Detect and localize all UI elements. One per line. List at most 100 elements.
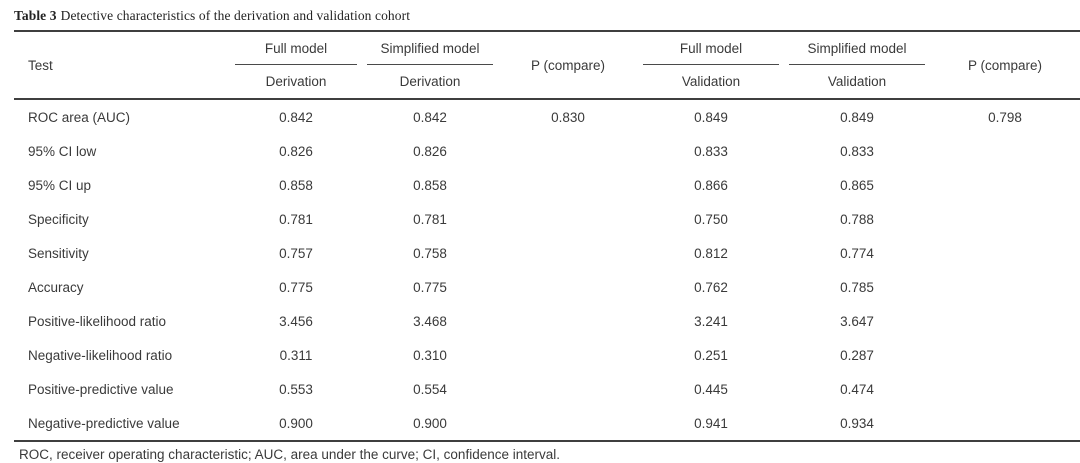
table-row-accuracy: Accuracy 0.775 0.775 0.762 0.785 <box>14 270 1080 304</box>
cell-value <box>930 338 1080 372</box>
cell-value: 0.251 <box>694 347 728 363</box>
cell-value: 0.798 <box>988 109 1022 125</box>
table-row-roc-area: ROC area (AUC) 0.842 0.842 0.830 0.849 0… <box>14 99 1080 134</box>
cell-value: 0.842 <box>279 109 313 125</box>
row-label: 95% CI low <box>28 143 97 159</box>
cell-value: 0.445 <box>694 381 728 397</box>
cell-value: 0.934 <box>784 406 930 442</box>
cell-value <box>930 236 1080 270</box>
cell-value <box>930 372 1080 406</box>
cell-value: 0.750 <box>694 211 728 227</box>
subheader-validation: Validation <box>784 65 930 100</box>
cell-value <box>930 168 1080 202</box>
group-label: Simplified model <box>367 36 493 65</box>
column-group-simplified-model-validation: Simplified model <box>784 31 930 65</box>
header-sub-row: Derivation Derivation Validation Validat… <box>14 65 1080 100</box>
cell-value <box>498 372 638 406</box>
row-label: Specificity <box>28 211 89 227</box>
table-row-positive-likelihood-ratio: Positive-likelihood ratio 3.456 3.468 3.… <box>14 304 1080 338</box>
cell-value: 0.833 <box>694 143 728 159</box>
table-row-ci-up: 95% CI up 0.858 0.858 0.866 0.865 <box>14 168 1080 202</box>
column-header-test: Test <box>14 31 230 100</box>
cell-value: 0.311 <box>279 347 313 363</box>
column-header-p-compare-validation: P (compare) <box>930 31 1080 100</box>
column-header-p-compare-derivation: P (compare) <box>498 31 638 100</box>
cell-value <box>498 270 638 304</box>
row-label: Positive-likelihood ratio <box>28 313 167 329</box>
cell-value: 0.849 <box>840 109 874 125</box>
cell-value: 0.553 <box>279 381 313 397</box>
column-group-full-model-derivation: Full model <box>230 31 362 65</box>
group-label: Simplified model <box>789 36 925 65</box>
detective-characteristics-table: Test Full model Simplified model P (comp… <box>14 30 1080 442</box>
cell-value: 0.781 <box>279 211 313 227</box>
cell-value: 0.474 <box>840 381 874 397</box>
header-group-row: Test Full model Simplified model P (comp… <box>14 31 1080 100</box>
cell-value: 3.456 <box>279 313 313 329</box>
cell-value: 0.785 <box>840 279 874 295</box>
cell-value <box>498 236 638 270</box>
table-row-specificity: Specificity 0.781 0.781 0.750 0.788 <box>14 202 1080 236</box>
row-label: ROC area (AUC) <box>28 109 131 125</box>
table-footnote: ROC, receiver operating characteristic; … <box>19 447 560 462</box>
table-body: ROC area (AUC) 0.842 0.842 0.830 0.849 0… <box>14 99 1080 442</box>
cell-value <box>930 406 1080 442</box>
cell-value: 0.788 <box>840 211 874 227</box>
group-label: Full model <box>643 36 779 65</box>
cell-value: 0.812 <box>694 245 728 261</box>
cell-value <box>930 270 1080 304</box>
subheader-validation: Validation <box>638 65 784 100</box>
cell-value <box>498 406 638 442</box>
cell-value: 0.758 <box>413 245 447 261</box>
cell-value: 0.775 <box>279 279 313 295</box>
cell-value: 0.826 <box>279 143 313 159</box>
cell-value <box>498 304 638 338</box>
cell-value: 0.774 <box>840 245 874 261</box>
cell-value: 0.849 <box>694 109 728 125</box>
table-number: Table 3 <box>14 8 57 23</box>
cell-value: 0.865 <box>840 177 874 193</box>
table-row-positive-predictive-value: Positive-predictive value 0.553 0.554 0.… <box>14 372 1080 406</box>
cell-value: 0.858 <box>279 177 313 193</box>
cell-value: 0.554 <box>413 381 447 397</box>
subheader-derivation: Derivation <box>230 65 362 100</box>
group-label: Full model <box>235 36 357 65</box>
table-row-negative-predictive-value: Negative-predictive value 0.900 0.900 0.… <box>14 406 1080 442</box>
table-title: Table 3 Detective characteristics of the … <box>14 8 1080 24</box>
column-group-simplified-model-derivation: Simplified model <box>362 31 498 65</box>
table-caption: Detective characteristics of the derivat… <box>60 8 411 23</box>
cell-value: 3.647 <box>840 313 874 329</box>
cell-value <box>498 134 638 168</box>
cell-value <box>930 304 1080 338</box>
row-label: 95% CI up <box>28 177 92 193</box>
cell-value: 0.826 <box>413 143 447 159</box>
table-row-ci-low: 95% CI low 0.826 0.826 0.833 0.833 <box>14 134 1080 168</box>
cell-value: 0.775 <box>413 279 447 295</box>
table-row-negative-likelihood-ratio: Negative-likelihood ratio 0.311 0.310 0.… <box>14 338 1080 372</box>
subheader-derivation: Derivation <box>362 65 498 100</box>
row-label: Negative-predictive value <box>14 406 230 442</box>
cell-value: 3.468 <box>413 313 447 329</box>
column-group-full-model-validation: Full model <box>638 31 784 65</box>
cell-value: 0.833 <box>840 143 874 159</box>
cell-value <box>498 202 638 236</box>
row-label: Negative-likelihood ratio <box>28 347 173 363</box>
cell-value: 3.241 <box>694 313 728 329</box>
cell-value: 0.900 <box>362 406 498 442</box>
cell-value: 0.781 <box>413 211 447 227</box>
cell-value: 0.762 <box>694 279 728 295</box>
cell-value: 0.757 <box>279 245 313 261</box>
table-header: Test Full model Simplified model P (comp… <box>14 31 1080 100</box>
cell-value <box>930 202 1080 236</box>
cell-value: 0.866 <box>694 177 728 193</box>
cell-value: 0.858 <box>413 177 447 193</box>
cell-value: 0.310 <box>413 347 447 363</box>
cell-value <box>930 134 1080 168</box>
cell-value: 0.287 <box>840 347 874 363</box>
table-row-sensitivity: Sensitivity 0.757 0.758 0.812 0.774 <box>14 236 1080 270</box>
row-label: Sensitivity <box>28 245 89 261</box>
row-label: Positive-predictive value <box>28 381 174 397</box>
cell-value: 0.842 <box>413 109 447 125</box>
cell-value <box>498 338 638 372</box>
